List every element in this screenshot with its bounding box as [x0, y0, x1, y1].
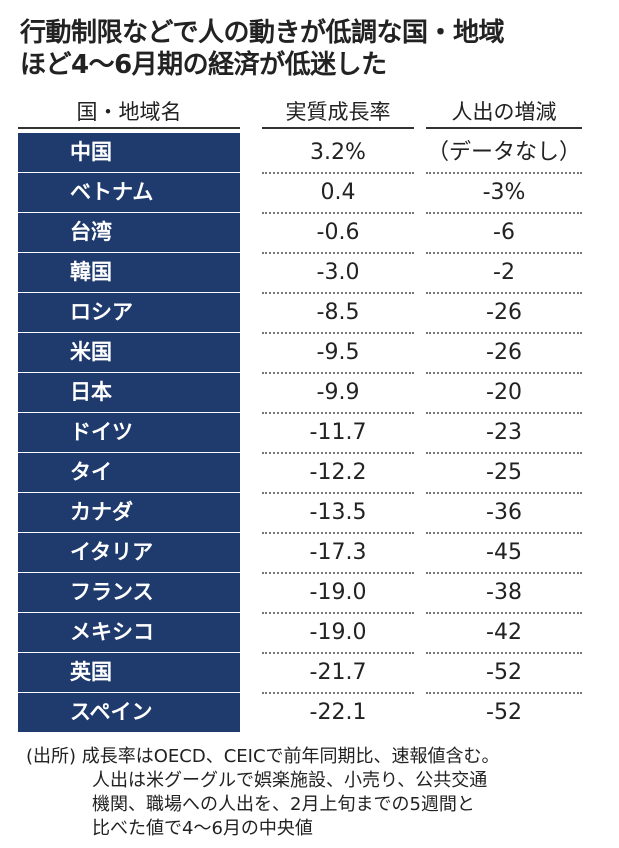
growth-cell: -0.6: [316, 220, 360, 245]
row-separator: [426, 372, 582, 374]
mobility-cell: -36: [486, 500, 522, 525]
country-cell: 英国: [18, 653, 240, 692]
row-separator: [262, 492, 414, 494]
title-line: ほど4～6月期の経済が低迷した: [20, 50, 387, 80]
header-rule: [426, 127, 582, 129]
growth-cell: -17.3: [309, 540, 367, 565]
growth-cell: -11.7: [309, 420, 367, 445]
row-separator: [426, 412, 582, 414]
growth-cell: -3.0: [316, 260, 360, 285]
row-separator: [426, 492, 582, 494]
country-cell: 日本: [18, 373, 240, 412]
mobility-cell: -2: [493, 260, 515, 285]
mobility-cell: -45: [486, 540, 522, 565]
country-cell: ロシア: [18, 293, 240, 332]
country-cell: イタリア: [18, 533, 240, 572]
row-separator: [262, 172, 414, 174]
growth-cell: 0.4: [320, 180, 356, 205]
row-separator: [262, 372, 414, 374]
row-separator: [262, 612, 414, 614]
country-cell: 韓国: [18, 253, 240, 292]
mobility-cell: -6: [493, 220, 515, 245]
country-cell: スペイン: [18, 693, 240, 732]
growth-cell: -22.1: [309, 700, 367, 725]
country-cell: カナダ: [18, 493, 240, 532]
note-line: 人出は米グーグルで娯楽施設、小売り、公共交通: [92, 770, 488, 791]
header-rule: [262, 127, 414, 129]
row-separator: [262, 412, 414, 414]
row-separator: [426, 212, 582, 214]
growth-cell: -19.0: [309, 580, 367, 605]
country-cell: ベトナム: [18, 173, 240, 212]
mobility-cell: -25: [486, 460, 522, 485]
row-separator: [262, 452, 414, 454]
country-cell: 台湾: [18, 213, 240, 252]
growth-cell: 3.2%: [310, 140, 366, 165]
note-line: (出所) 成長率はOECD、CEICで前年同期比、速報値含む。: [26, 746, 500, 767]
row-separator: [262, 692, 414, 694]
mobility-cell: -38: [486, 580, 522, 605]
mobility-cell: （データなし）: [426, 140, 581, 165]
row-separator: [426, 292, 582, 294]
mobility-cell: -26: [486, 300, 522, 325]
growth-cell: -12.2: [309, 460, 367, 485]
row-separator: [426, 172, 582, 174]
mobility-cell: -52: [486, 660, 522, 685]
row-separator: [426, 452, 582, 454]
growth-cell: -9.5: [316, 340, 360, 365]
growth-cell: -21.7: [309, 660, 367, 685]
row-separator: [262, 652, 414, 654]
row-separator: [426, 692, 582, 694]
note-line: 機関、職場への人出を、2月上旬までの5週間と: [92, 794, 475, 815]
note-line: 比べた値で4～6月の中央値: [92, 818, 313, 839]
header-rule: [18, 127, 240, 129]
column-header: 実質成長率: [285, 100, 391, 124]
mobility-cell: -23: [486, 420, 522, 445]
row-separator: [426, 572, 582, 574]
country-cell: 米国: [18, 333, 240, 372]
country-cell: ドイツ: [18, 413, 240, 452]
row-separator: [426, 252, 582, 254]
row-separator: [262, 332, 414, 334]
row-separator: [262, 572, 414, 574]
growth-cell: -13.5: [309, 500, 367, 525]
row-separator: [262, 252, 414, 254]
column-header: 国・地域名: [76, 100, 182, 124]
mobility-cell: -52: [486, 700, 522, 725]
country-cell: 中国: [18, 133, 240, 172]
mobility-cell: -20: [486, 380, 522, 405]
country-cell: タイ: [18, 453, 240, 492]
row-separator: [262, 532, 414, 534]
row-separator: [426, 612, 582, 614]
row-separator: [426, 332, 582, 334]
row-separator: [426, 652, 582, 654]
title-line: 行動制限などで人の動きが低調な国・地域: [20, 18, 504, 48]
column-header: 人出の増減: [451, 100, 557, 124]
row-separator: [262, 292, 414, 294]
row-separator: [426, 532, 582, 534]
growth-cell: -9.9: [316, 380, 360, 405]
mobility-cell: -3%: [482, 180, 526, 205]
growth-cell: -8.5: [316, 300, 360, 325]
country-cell: メキシコ: [18, 613, 240, 652]
row-separator: [262, 212, 414, 214]
mobility-cell: -42: [486, 620, 522, 645]
growth-cell: -19.0: [309, 620, 367, 645]
country-cell: フランス: [18, 573, 240, 612]
mobility-cell: -26: [486, 340, 522, 365]
